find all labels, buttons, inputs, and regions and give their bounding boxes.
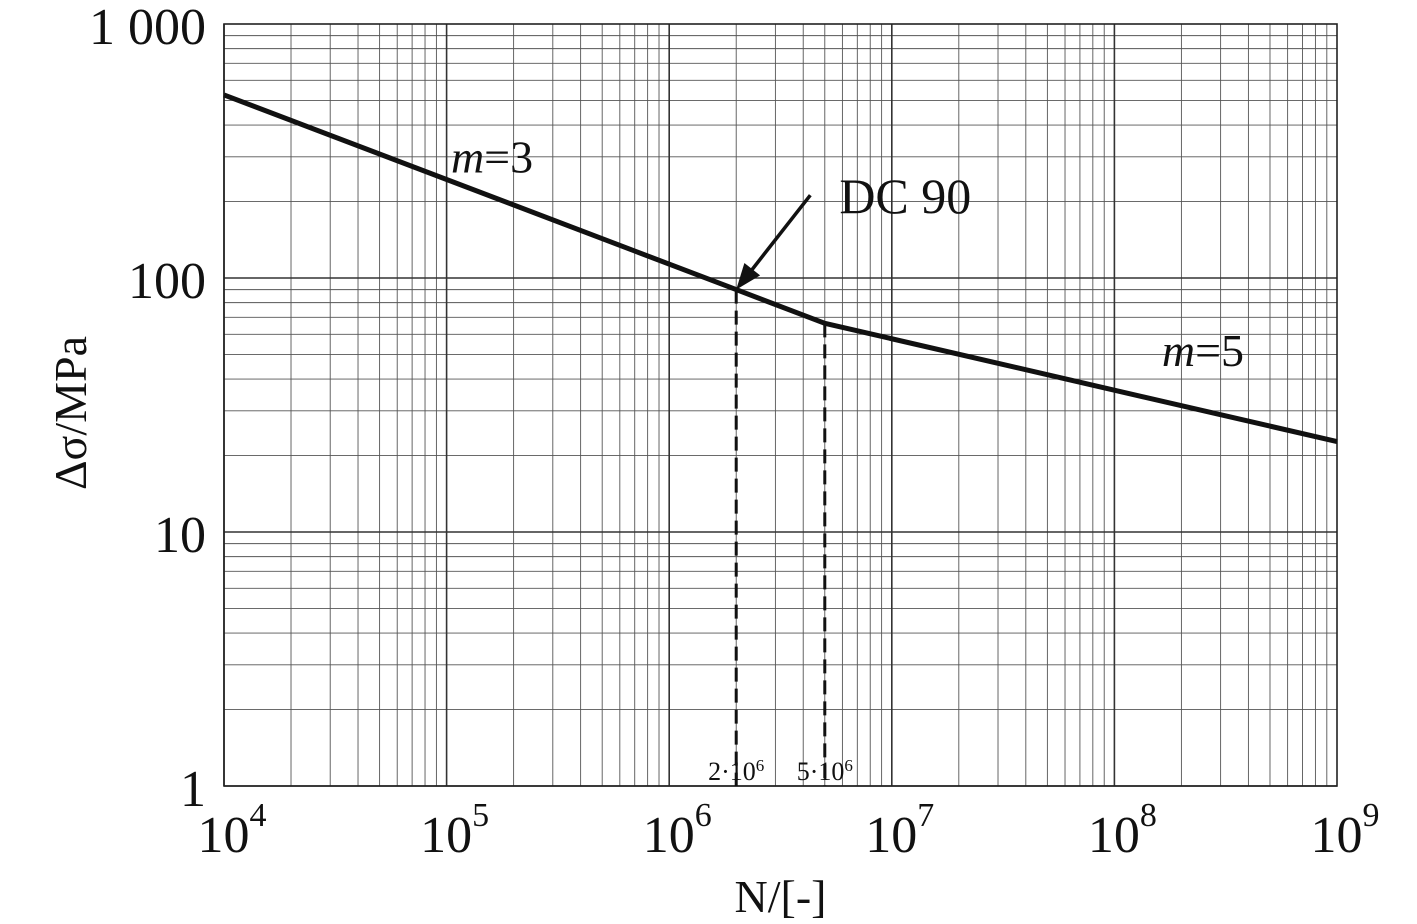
x-axis-label: N/[-] (735, 871, 827, 922)
y-tick-label: 1 000 (89, 0, 206, 56)
x-tick-label: 104 (198, 797, 267, 864)
x-tick-label: 109 (1311, 797, 1380, 864)
reference-label: 2·106 (708, 756, 764, 786)
y-tick-label: 1 (180, 761, 206, 818)
detail-arrow-head (736, 262, 761, 290)
plot-frame (223, 23, 1338, 787)
x-tick-label: 108 (1088, 797, 1157, 864)
slope-label-m5: m=5 (1162, 325, 1244, 376)
detail-category-label: DC 90 (839, 168, 971, 224)
y-tick-label: 10 (154, 507, 206, 564)
x-tick-label: 107 (865, 797, 934, 864)
x-tick-label: 106 (643, 797, 712, 864)
x-tick-labels: 104 105 106 107 108 109 (198, 797, 1380, 864)
reference-lines (734, 289, 827, 786)
minor-grid (224, 24, 1337, 786)
detail-arrow-shaft (742, 194, 812, 281)
reference-labels: 2·106 5·106 (708, 756, 853, 786)
annotations: m=3 m=5 DC 90 (451, 132, 1244, 376)
reference-label: 5·106 (797, 756, 853, 786)
x-tick-label: 105 (420, 797, 489, 864)
y-axis-label: Δσ/MPa (45, 336, 96, 490)
series-line (223, 92, 1338, 445)
y-tick-label: 100 (128, 253, 206, 310)
slope-label-m3: m=3 (451, 132, 533, 183)
y-tick-labels: 1 10 100 1 000 (89, 0, 206, 818)
